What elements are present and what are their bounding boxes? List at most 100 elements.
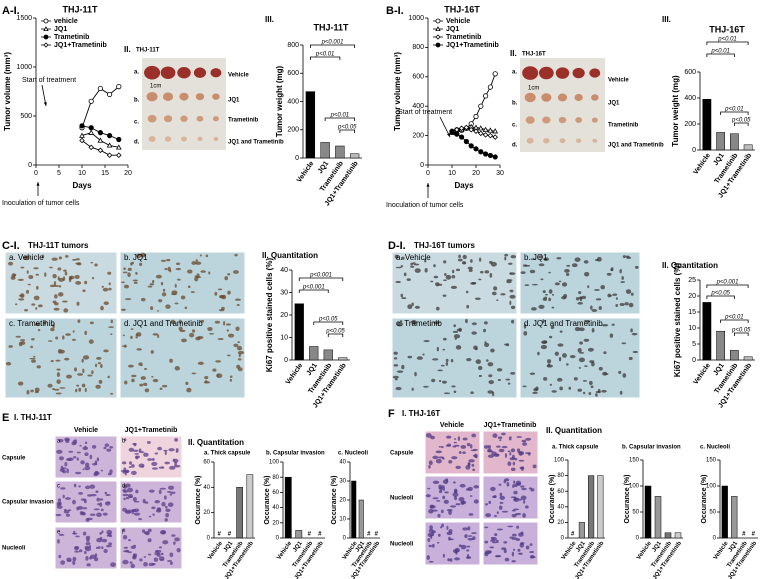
arrow-head <box>36 182 40 186</box>
cell <box>50 360 54 363</box>
cell <box>107 271 112 275</box>
cell <box>229 375 233 378</box>
cell <box>523 499 526 504</box>
y-tick-label: 20 <box>339 498 346 504</box>
marker <box>449 129 455 135</box>
cell <box>469 495 473 497</box>
cell <box>621 275 624 280</box>
tumor <box>212 93 220 100</box>
cell <box>26 270 29 274</box>
cell <box>133 449 139 453</box>
cell <box>626 256 632 260</box>
chart-title: THJ-11T <box>62 4 98 14</box>
cell <box>195 259 198 262</box>
cell <box>84 280 88 285</box>
cell <box>165 512 169 518</box>
cell <box>205 254 209 258</box>
cell <box>489 273 493 278</box>
cell <box>442 487 446 491</box>
cell <box>96 457 100 462</box>
cell <box>168 448 175 452</box>
y-tick-label: 1000 <box>408 15 424 22</box>
cell <box>451 456 458 460</box>
bracket <box>309 56 341 60</box>
cell <box>85 556 89 561</box>
cell <box>169 493 173 496</box>
cell <box>75 471 82 475</box>
cell <box>503 548 507 554</box>
cell <box>480 270 484 274</box>
cell <box>59 387 66 389</box>
cell <box>547 363 551 367</box>
cell <box>176 262 181 266</box>
cell <box>594 289 600 291</box>
chart-title: THJ-16T <box>444 4 480 14</box>
y-tick-label: 50 <box>709 510 716 516</box>
cell <box>440 509 444 514</box>
cell <box>504 557 510 562</box>
marker <box>88 125 94 131</box>
cell <box>579 352 585 354</box>
marker <box>473 146 479 152</box>
cell <box>174 537 180 542</box>
cell <box>76 384 80 387</box>
row-name: Trametinib <box>608 123 639 129</box>
cell <box>190 291 195 293</box>
cell <box>467 526 471 531</box>
cell <box>189 332 195 338</box>
cell <box>445 358 449 363</box>
tumor <box>146 91 158 102</box>
bracket <box>720 111 749 115</box>
micrograph <box>4 251 118 315</box>
bracket <box>706 284 749 288</box>
cell <box>440 526 443 529</box>
cell <box>138 448 142 452</box>
cell <box>81 512 86 516</box>
row-label: d. <box>512 143 518 149</box>
cell <box>393 357 398 360</box>
cell <box>94 557 99 562</box>
cell <box>82 531 87 536</box>
cell <box>197 335 204 340</box>
x-tick-label: Vehicle <box>276 540 293 561</box>
cell <box>446 443 452 447</box>
cell <box>49 266 53 269</box>
cell <box>162 384 168 388</box>
cell <box>512 461 516 466</box>
row-name: Vehicle <box>228 73 249 79</box>
cell <box>127 267 132 272</box>
cell <box>518 451 525 456</box>
cell <box>58 277 65 282</box>
tile-label: f <box>122 530 124 536</box>
cell <box>538 263 545 267</box>
significance-label: p<0.01 <box>330 113 350 119</box>
cell <box>64 357 70 361</box>
cell <box>135 332 142 337</box>
cell <box>171 293 177 296</box>
cell <box>214 320 221 324</box>
cell <box>487 444 491 449</box>
cell <box>504 253 509 257</box>
cell <box>407 304 413 310</box>
cell <box>75 535 80 538</box>
cell <box>97 362 102 365</box>
cell <box>103 301 109 306</box>
cell <box>144 388 150 393</box>
cell <box>52 388 55 391</box>
cell <box>438 445 442 448</box>
cell <box>167 485 175 490</box>
cell <box>174 461 177 466</box>
cell <box>121 308 126 311</box>
cell <box>123 550 129 553</box>
arrow <box>439 116 451 138</box>
cell <box>14 303 18 306</box>
y-tick-label: 0 <box>207 536 211 542</box>
x-tick-label: JQ1 <box>306 362 319 377</box>
cell <box>460 445 467 449</box>
cell <box>462 261 466 264</box>
cell <box>18 298 25 301</box>
cell <box>466 545 471 548</box>
cell <box>559 330 563 333</box>
tile-label: b. JQ1 <box>124 253 148 262</box>
cell <box>174 302 179 305</box>
